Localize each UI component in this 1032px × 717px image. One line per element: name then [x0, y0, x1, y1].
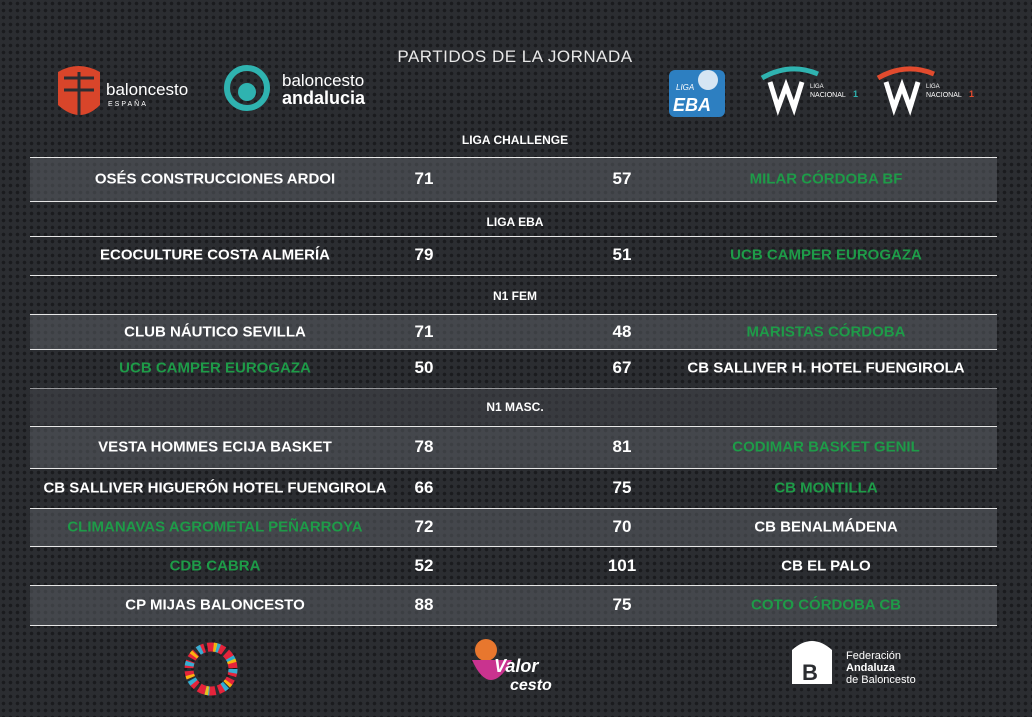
away-score: 75	[612, 478, 632, 497]
svg-text:B: B	[802, 660, 818, 685]
n1-top: LIGA	[926, 84, 940, 90]
home-score: 79	[414, 245, 434, 264]
away-team: COTO CÓRDOBA CB	[751, 596, 901, 613]
home-team: ECOCULTURE COSTA ALMERÍA	[100, 246, 330, 264]
section-title: LIGA EBA	[486, 215, 544, 229]
away-team: UCB CAMPER EUROGAZA	[730, 246, 922, 264]
home-team: CB SALLIVER HIGUERÓN HOTEL FUENGIROLA	[43, 479, 387, 497]
away-score: 101	[607, 555, 637, 575]
n1-bottom: NACIONAL	[926, 92, 962, 99]
home-team: OSÉS CONSTRUCCIONES ARDOI	[94, 170, 336, 187]
game-row	[30, 314, 997, 350]
away-team: MARISTAS CÓRDOBA	[746, 323, 906, 340]
away-score: 75	[612, 594, 632, 614]
andalucia-text: baloncesto	[282, 71, 364, 90]
fab-line3: de Baloncesto	[846, 674, 916, 686]
away-score: 81	[612, 437, 632, 456]
feb-sub: ESPAÑA	[108, 99, 148, 108]
fab-logo: B Federación Andaluza de Baloncesto	[792, 641, 916, 686]
home-team: CLIMANAVAS AGROMETAL PEÑARROYA	[67, 518, 363, 536]
home-score: 72	[414, 517, 434, 536]
game-row	[30, 236, 997, 276]
eba-bottom: EBA	[673, 95, 711, 115]
n1-number: 1	[969, 89, 974, 99]
fab-line1: Federación	[846, 650, 901, 662]
home-score: 52	[414, 555, 434, 575]
valorcesto-logo: Valor cesto	[472, 639, 552, 694]
home-score: 66	[414, 478, 434, 497]
n1-top: LIGA	[810, 84, 824, 90]
andalucia-sub: andalucia	[282, 88, 366, 108]
home-score: 78	[414, 437, 434, 456]
away-team: CB MONTILLA	[774, 479, 878, 497]
game-row	[30, 157, 997, 202]
away-score: 67	[612, 358, 632, 377]
n1-number: 1	[853, 89, 858, 99]
n1-logo-a: LIGA NACIONAL 1	[760, 66, 858, 116]
home-team: VESTA HOMMES ECIJA BASKET	[98, 438, 332, 456]
home-score: 71	[414, 168, 434, 188]
game-row	[30, 508, 997, 547]
away-score: 57	[612, 168, 632, 188]
n1-logo-b: LIGA NACIONAL 1	[876, 66, 974, 116]
game-row	[30, 546, 997, 586]
valor-top: Valor	[494, 656, 539, 676]
away-team: CB EL PALO	[781, 557, 871, 574]
home-score: 50	[414, 358, 434, 377]
game-row	[30, 468, 997, 509]
fab-line2: Andaluza	[846, 662, 896, 674]
sdg-wheel	[184, 642, 238, 696]
feb-text: baloncesto	[106, 80, 188, 99]
game-row	[30, 585, 997, 626]
home-score: 88	[414, 594, 434, 614]
away-team: CB SALLIVER H. HOTEL FUENGIROLA	[687, 359, 965, 377]
away-score: 48	[612, 321, 632, 341]
andalucia-logo: baloncesto andalucia	[224, 65, 366, 111]
away-team: MILAR CÓRDOBA BF	[749, 170, 903, 187]
away-score: 51	[612, 245, 632, 264]
game-row	[30, 426, 997, 469]
valor-bottom: cesto	[510, 677, 552, 694]
section-title: N1 MASC.	[486, 400, 544, 414]
home-team: CLUB NÁUTICO SEVILLA	[124, 323, 306, 340]
feb-logo: baloncesto ESPAÑA	[58, 66, 188, 115]
eba-logo: LIGA EBA	[669, 70, 725, 117]
home-team: CP MIJAS BALONCESTO	[125, 596, 305, 613]
home-score: 71	[414, 321, 434, 341]
home-team: UCB CAMPER EUROGAZA	[119, 359, 311, 377]
section-title: LIGA CHALLENGE	[461, 133, 569, 147]
away-score: 70	[612, 517, 632, 536]
home-team: CDB CABRA	[169, 557, 261, 574]
section-title: N1 FEM	[492, 289, 538, 303]
n1-bottom: NACIONAL	[810, 92, 846, 99]
title: PARTIDOS DE LA JORNADA	[397, 47, 633, 66]
eba-top: LIGA	[676, 83, 694, 92]
section-band	[30, 388, 997, 425]
away-team: CODIMAR BASKET GENIL	[732, 438, 920, 456]
away-team: CB BENALMÁDENA	[754, 518, 898, 536]
